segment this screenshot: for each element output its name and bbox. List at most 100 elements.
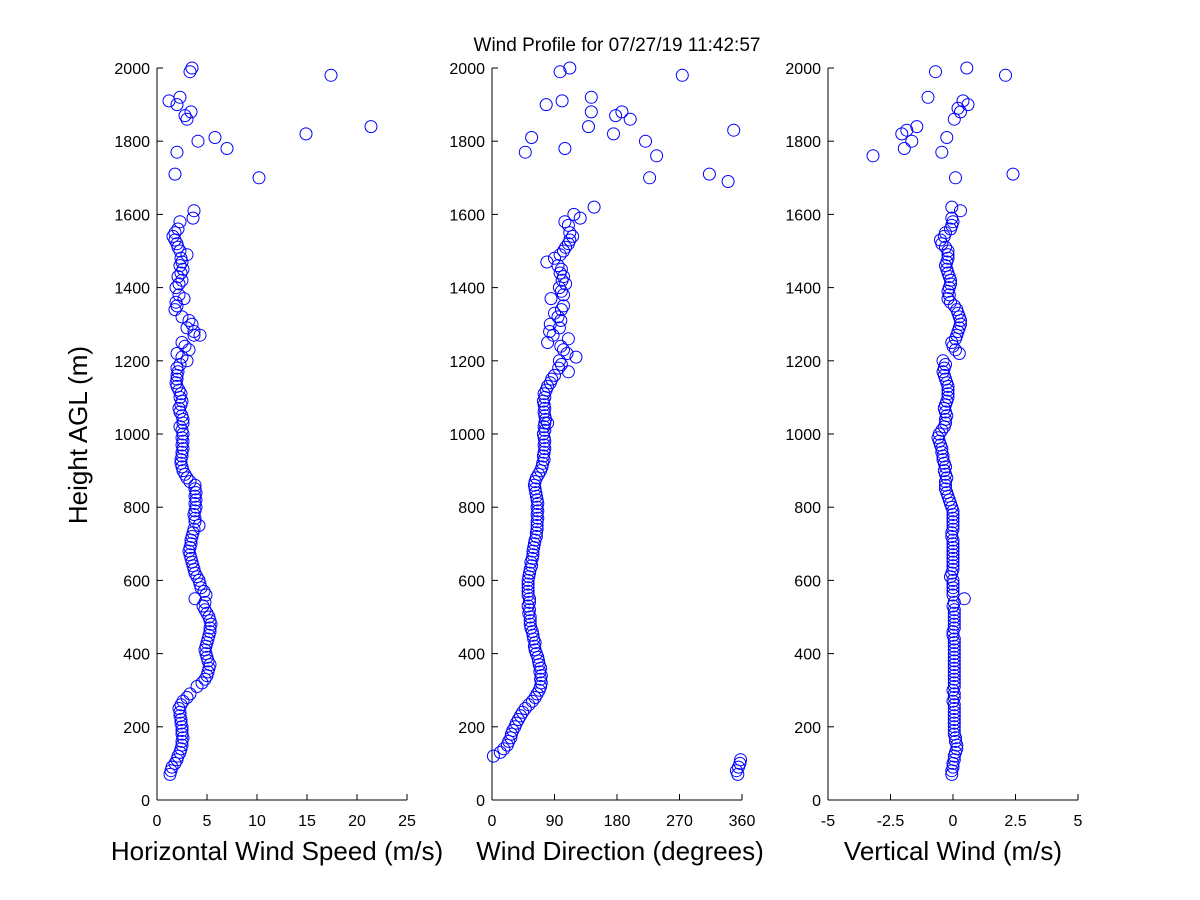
data-point — [183, 65, 197, 79]
data-point — [947, 691, 961, 704]
data-point — [182, 343, 196, 357]
data-point — [946, 519, 960, 532]
data-point — [940, 131, 954, 144]
data-point — [185, 317, 199, 331]
data-point — [935, 423, 949, 437]
data-point — [945, 200, 959, 214]
data-point — [947, 617, 961, 631]
data-point — [573, 211, 587, 225]
data-point — [174, 716, 188, 730]
data-point — [584, 90, 598, 104]
data-point — [175, 273, 189, 287]
data-point — [170, 237, 184, 251]
data-point — [202, 610, 216, 624]
data-point — [324, 68, 338, 82]
data-point — [721, 175, 735, 188]
y-tick-label: 2000 — [449, 61, 485, 78]
y-tick-label: 2000 — [785, 61, 821, 78]
data-point — [957, 592, 971, 606]
y-tick-label: 400 — [123, 647, 150, 664]
data-point — [561, 218, 575, 232]
data-point — [956, 94, 970, 108]
data-point — [525, 131, 539, 144]
data-point — [557, 244, 570, 258]
data-point — [180, 691, 194, 704]
x-tick-label: 15 — [298, 813, 316, 830]
data-point — [184, 537, 198, 551]
data-point — [183, 687, 197, 701]
data-point — [186, 211, 200, 225]
data-point — [532, 467, 545, 481]
data-point — [954, 204, 967, 218]
data-point — [946, 541, 960, 554]
data-point — [526, 548, 540, 562]
data-point — [544, 292, 558, 306]
data-point — [932, 427, 946, 441]
data-point — [946, 339, 960, 353]
data-point — [177, 292, 191, 306]
data-point — [511, 713, 525, 726]
data-point — [252, 171, 266, 185]
data-point — [187, 204, 201, 218]
data-point — [168, 756, 182, 770]
data-point — [939, 467, 952, 481]
y-tick-label: 1200 — [449, 354, 485, 371]
data-point — [551, 259, 565, 273]
y-tick-label: 0 — [141, 793, 150, 810]
data-point — [910, 120, 924, 134]
data-point — [518, 145, 532, 159]
data-point — [561, 332, 575, 346]
data-point — [208, 131, 222, 144]
data-point — [947, 672, 961, 686]
data-point — [947, 647, 961, 661]
panel-direction: 0 200 400 600 800 1000 1200 1400 1600 1800 2000 0 90… — [449, 61, 763, 866]
data-point — [176, 694, 190, 708]
data-point — [615, 105, 629, 119]
data-point — [947, 720, 961, 734]
data-point — [168, 226, 182, 240]
data-point — [947, 716, 961, 730]
data-point — [939, 372, 952, 386]
data-point — [949, 171, 962, 185]
data-point — [935, 145, 949, 159]
x-axis-label: Horizontal Wind Speed (m/s) — [111, 836, 443, 866]
data-point — [497, 742, 511, 756]
data-point — [947, 709, 961, 723]
data-point — [183, 475, 197, 489]
data-point — [947, 650, 961, 664]
data-point — [555, 94, 569, 108]
data-point — [554, 339, 568, 353]
data-point — [176, 262, 190, 276]
data-point — [947, 713, 961, 726]
data-point — [939, 482, 952, 496]
x-tick-label: 25 — [398, 813, 416, 830]
y-tick-label: 1600 — [785, 207, 821, 224]
data-point — [949, 734, 962, 748]
data-point — [947, 665, 961, 679]
data-point — [172, 288, 186, 302]
x-tick-label: 10 — [248, 813, 266, 830]
data-point — [180, 321, 194, 335]
y-tick-label: 1200 — [785, 354, 821, 371]
data-point — [530, 687, 544, 701]
data-point — [905, 134, 919, 148]
data-point — [937, 229, 951, 243]
data-point — [175, 423, 189, 437]
data-point — [173, 215, 187, 229]
scatter-points — [486, 61, 748, 781]
data-point — [557, 343, 570, 357]
data-point — [947, 680, 961, 693]
data-point — [170, 347, 184, 360]
data-point — [554, 314, 568, 327]
data-point — [946, 551, 960, 565]
y-tick-label: 800 — [794, 500, 821, 517]
data-point — [557, 270, 570, 284]
data-point — [173, 259, 187, 273]
y-tick-label: 600 — [123, 573, 150, 590]
y-tick-label: 200 — [794, 720, 821, 737]
data-point — [946, 760, 960, 774]
data-point — [191, 134, 205, 148]
data-point — [521, 577, 535, 591]
data-point — [187, 328, 201, 342]
data-point — [175, 738, 189, 752]
